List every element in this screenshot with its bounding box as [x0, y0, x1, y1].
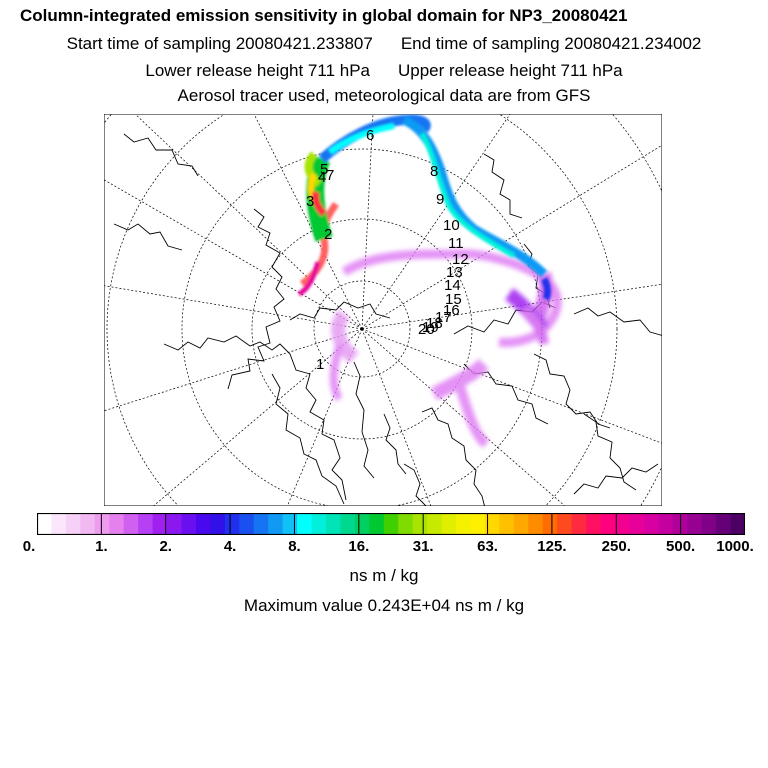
colorbar-cell	[224, 513, 240, 535]
traj-label-18: 18	[426, 315, 443, 332]
colorbar-cell	[340, 513, 356, 535]
colorbar-cell	[716, 513, 732, 535]
colorbar-cell	[484, 513, 500, 535]
sampling-times: Start time of sampling 20080421.233807 En…	[0, 34, 768, 54]
colorbar-cell	[80, 513, 96, 535]
colorbar-cell	[600, 513, 616, 535]
colorbar-dividers	[100, 513, 682, 535]
colorbar-cell	[369, 513, 385, 535]
end-time: End time of sampling 20080421.234002	[400, 34, 702, 53]
colorbar-tick-label: 8.	[288, 538, 301, 555]
traj-label-6: 6	[366, 127, 374, 144]
colorbar-cell	[528, 513, 544, 535]
colorbar-cell	[51, 513, 67, 535]
colorbar-cell	[297, 513, 313, 535]
colorbar-cell	[499, 513, 515, 535]
start-time: Start time of sampling 20080421.233807	[66, 34, 373, 53]
colorbar-cell	[687, 513, 703, 535]
traj-label-19: 19	[422, 319, 439, 336]
traj-label-1: 1	[316, 356, 324, 373]
colorbar-tick-label: 31.	[412, 538, 434, 555]
colorbar-tick-label: 250.	[601, 538, 631, 555]
traj-label-14: 14	[444, 277, 461, 294]
colorbar-tick-label: 4.	[223, 538, 237, 555]
traj-label-9: 9	[436, 191, 444, 208]
colorbar-cell	[138, 513, 154, 535]
colorbar-cell	[383, 513, 399, 535]
traj-label-8: 8	[430, 163, 438, 180]
traj-label-2: 2	[324, 226, 332, 243]
colorbar-tick-label: 125.	[537, 538, 567, 555]
colorbar-cell	[311, 513, 327, 535]
colorbar-cell	[643, 513, 659, 535]
colorbar-cell	[253, 513, 269, 535]
traj-label-7: 7	[326, 167, 334, 184]
traj-label-13: 13	[446, 264, 463, 281]
release-heights: Lower release height 711 hPa Upper releas…	[0, 61, 768, 81]
colorbar-cell	[152, 513, 168, 535]
colorbar-cell	[210, 513, 226, 535]
colorbar-tick-label: 1.	[95, 538, 108, 555]
trajectory-labels: 1 2 3 4 5 6 7 8 9 10 11 12 13 14 15 16 1…	[306, 127, 469, 373]
colorbar-cell	[441, 513, 457, 535]
colorbar-cell	[513, 513, 529, 535]
lower-release-height: Lower release height 711 hPa	[145, 61, 370, 80]
colorbar-cell	[167, 513, 183, 535]
traj-label-15: 15	[445, 291, 462, 308]
colorbar-tick-label: 500.	[666, 538, 696, 555]
colorbar-cell	[427, 513, 443, 535]
colorbar-cell	[456, 513, 472, 535]
tracer-info: Aerosol tracer used, meteorological data…	[177, 86, 591, 105]
colorbar-cell	[325, 513, 342, 535]
colorbar-tick-label: 16.	[348, 538, 370, 555]
upper-release-height: Upper release height 711 hPa	[398, 61, 623, 80]
colorbar-cells	[37, 513, 745, 535]
colorbar-cell	[282, 513, 298, 535]
colorbar-cell	[412, 513, 428, 535]
colorbar-cell	[658, 513, 674, 535]
traj-label-17: 17	[435, 309, 452, 326]
plot-title: Column-integrated emission sensitivity i…	[20, 6, 628, 25]
colorbar-tick-label: 2.	[159, 538, 172, 555]
traj-label-3: 3	[306, 193, 314, 210]
colorbar-cell	[614, 513, 631, 535]
traj-label-12: 12	[452, 251, 469, 268]
colorbar-tick-label: 1000.	[716, 538, 754, 555]
colorbar-cell	[629, 513, 645, 535]
traj-label-5: 5	[320, 161, 328, 178]
colorbar-cell	[123, 513, 139, 535]
colorbar-cell	[470, 513, 486, 535]
traj-label-10: 10	[443, 217, 460, 234]
colorbar-cell	[239, 513, 255, 535]
colorbar-cell	[701, 513, 717, 535]
colorbar-cell	[354, 513, 370, 535]
maximum-value: Maximum value 0.243E+04 ns m / kg	[243, 596, 525, 615]
traj-label-20: 20	[418, 321, 435, 338]
colorbar-cell	[37, 513, 53, 535]
colorbar-cell	[94, 513, 110, 535]
colorbar-cell	[398, 513, 414, 535]
colorbar-cell	[65, 513, 81, 535]
colorbar-cell	[181, 513, 197, 535]
colorbar-ticks: 0. 1. 2. 4. 8. 16. 31. 63. 125. 250. 500. 1000.	[0, 538, 768, 558]
colorbar-cell	[730, 513, 745, 535]
colorbar-units: ns m / kg	[349, 566, 419, 585]
traj-label-11: 11	[448, 235, 464, 252]
colorbar-cell	[268, 513, 284, 535]
colorbar-cell	[571, 513, 587, 535]
sensitivity-plume	[297, 114, 562, 448]
colorbar-cell	[195, 513, 211, 535]
colorbar	[37, 513, 745, 535]
colorbar-cell	[557, 513, 573, 535]
colorbar-cell	[586, 513, 602, 535]
colorbar-tick-label: 0.	[22, 538, 36, 555]
colorbar-tick-label: 63.	[477, 538, 498, 555]
colorbar-cell	[542, 513, 558, 535]
traj-label-16: 16	[443, 302, 460, 319]
colorbar-cell	[109, 513, 125, 535]
sensitivity-map: 1 2 3 4 5 6 7 8 9 10 11 12 13 14 15 16 1…	[104, 114, 662, 506]
traj-label-4: 4	[318, 169, 326, 186]
